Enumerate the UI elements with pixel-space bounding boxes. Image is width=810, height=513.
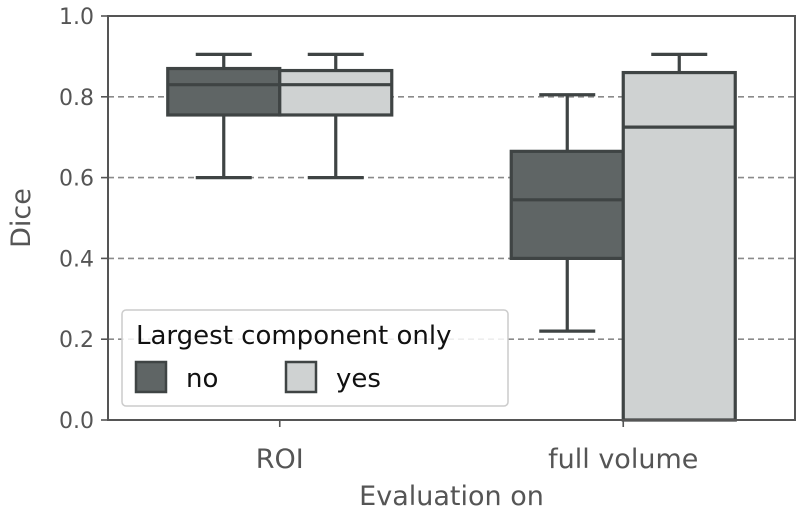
- x-axis-title: Evaluation on: [359, 481, 544, 512]
- iqr-box: [278, 68, 394, 117]
- y-tick-label: 0.2: [59, 328, 94, 353]
- y-tick-label: 0.4: [59, 247, 94, 272]
- x-tick-label: full volume: [548, 444, 698, 475]
- box-yes-full-volume: [621, 52, 737, 422]
- box-layer: [166, 52, 737, 422]
- box-no-roi: [166, 52, 282, 180]
- box-no-full-volume: [509, 93, 625, 333]
- y-axis-ticks: 0.0 0.2 0.4 0.6 0.8 1.0: [59, 5, 108, 434]
- box-yes-roi: [278, 52, 394, 180]
- legend-swatch-yes: [284, 360, 318, 394]
- y-tick-label: 1.0: [59, 5, 94, 30]
- y-tick-label: 0.0: [59, 409, 94, 434]
- x-axis-ticks: ROI full volume: [256, 420, 698, 475]
- iqr-box: [509, 149, 625, 260]
- legend-entries: no yes: [134, 360, 381, 394]
- y-tick-label: 0.8: [59, 86, 94, 111]
- x-tick-label: ROI: [256, 444, 304, 475]
- legend-label-no: no: [186, 364, 218, 394]
- legend: Largest component only no yes: [121, 309, 509, 407]
- legend-swatch-no: [134, 360, 168, 394]
- y-tick-label: 0.6: [59, 167, 94, 192]
- legend-label-yes: yes: [336, 364, 381, 394]
- legend-title: Largest component only: [136, 321, 452, 351]
- y-axis-title: Dice: [6, 188, 37, 248]
- iqr-box: [621, 70, 737, 422]
- iqr-box: [166, 66, 282, 117]
- legend-box: [121, 309, 509, 407]
- plot-frame: [107, 15, 796, 421]
